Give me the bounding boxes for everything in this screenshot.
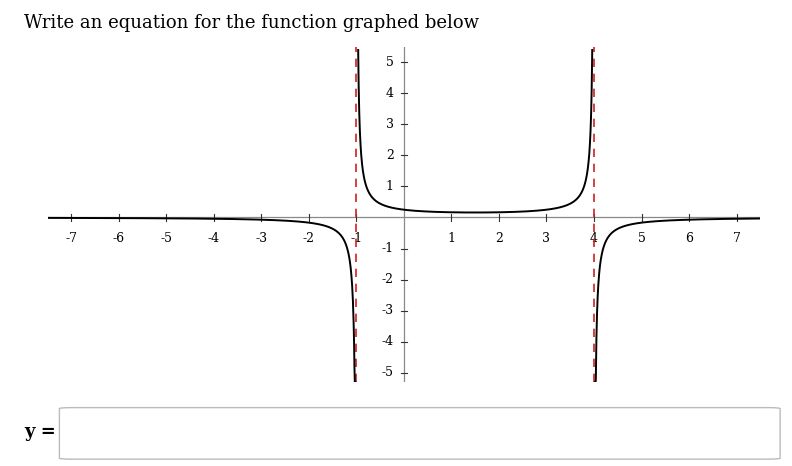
Text: 4: 4 <box>590 232 598 245</box>
Text: -4: -4 <box>208 232 220 245</box>
Text: 3: 3 <box>543 232 550 245</box>
Text: -5: -5 <box>160 232 173 245</box>
Text: -3: -3 <box>255 232 268 245</box>
FancyBboxPatch shape <box>59 408 780 459</box>
Text: -7: -7 <box>65 232 78 245</box>
Text: 2: 2 <box>495 232 503 245</box>
Text: 5: 5 <box>638 232 645 245</box>
Text: -2: -2 <box>303 232 315 245</box>
Text: 1: 1 <box>447 232 455 245</box>
Text: -1: -1 <box>382 242 394 255</box>
Text: 2: 2 <box>386 149 394 162</box>
Text: -2: -2 <box>382 273 394 286</box>
Text: 3: 3 <box>386 118 394 131</box>
Text: 4: 4 <box>386 87 394 100</box>
Text: 5: 5 <box>386 55 394 69</box>
Text: -5: -5 <box>382 366 394 379</box>
Text: Write an equation for the function graphed below: Write an equation for the function graph… <box>24 14 478 32</box>
Text: -3: -3 <box>382 304 394 317</box>
Text: 6: 6 <box>685 232 693 245</box>
Text: y =: y = <box>24 423 55 441</box>
Text: -1: -1 <box>350 232 363 245</box>
Text: -6: -6 <box>112 232 125 245</box>
Text: -4: -4 <box>382 335 394 348</box>
Text: 7: 7 <box>733 232 741 245</box>
Text: 1: 1 <box>386 180 394 193</box>
